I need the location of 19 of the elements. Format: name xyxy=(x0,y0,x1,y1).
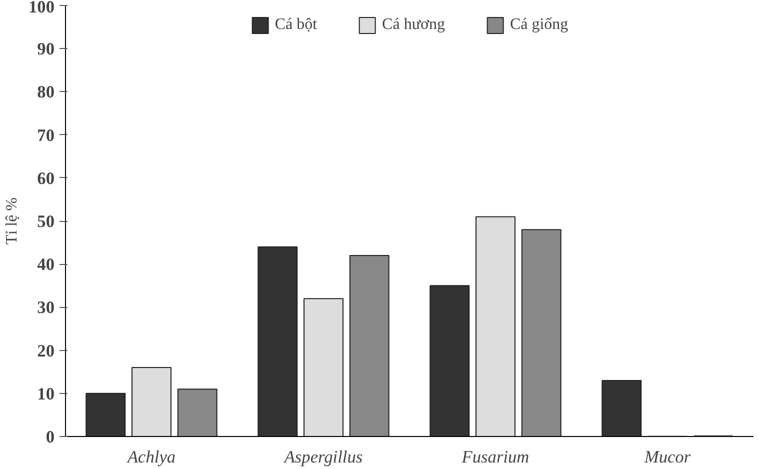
y-tick-label: 40 xyxy=(37,255,54,274)
y-tick-label: 0 xyxy=(46,428,55,446)
y-tick-label: 20 xyxy=(37,341,54,360)
x-tick-label: Achlya xyxy=(126,448,176,466)
legend-label: Cá hương xyxy=(382,16,445,34)
legend-label: Cá bột xyxy=(274,16,318,34)
y-tick-label: 10 xyxy=(37,384,54,404)
y-tick-label: 60 xyxy=(37,168,54,188)
y-tick-label: 100 xyxy=(28,0,55,16)
x-tick-label: Mucor xyxy=(643,448,691,466)
x-tick-label: Fusarium xyxy=(460,448,530,466)
y-tick-label: 90 xyxy=(37,40,54,59)
y-axis-title: Tỉ lệ % xyxy=(4,197,21,245)
legend-label: Cá giống xyxy=(510,16,568,34)
x-tick-label: Aspergillus xyxy=(283,448,363,466)
y-tick-label: 50 xyxy=(37,212,54,231)
y-tick-label: 80 xyxy=(37,82,54,102)
y-tick-label: 70 xyxy=(37,126,54,145)
y-tick-label: 30 xyxy=(37,298,54,318)
